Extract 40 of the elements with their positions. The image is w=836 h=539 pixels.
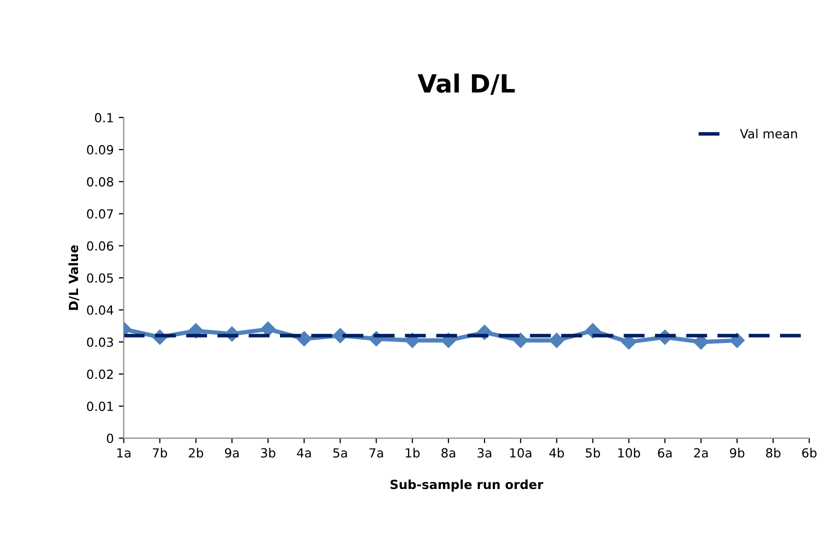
chart-title: Val D/L [418,74,515,95]
point [585,323,600,338]
y-tick-label: 0.01 [87,402,113,412]
x-tick-label: 9a [224,448,239,458]
x-tick-label: 4a [296,448,311,458]
y-tick-label: 0.1 [94,112,113,122]
x-tick-label: 2b [188,448,204,458]
x-tick-label: 7b [152,448,168,458]
x-tick-label: 5b [586,448,600,458]
x-tick-label: 3b [261,448,276,458]
point [296,331,312,346]
x-tick-label: 6b [802,448,817,458]
legend-label: Val mean [740,128,797,138]
x-tick-label: 6a [658,448,672,458]
point [549,332,564,348]
x-tick-label: 7a [370,448,383,458]
x-tick-label: 10a [510,448,532,458]
x-tick-label: 1b [406,448,420,458]
point [513,332,528,348]
y-tick-label: 0.03 [87,337,114,347]
x-tick-label: 9b [730,448,744,458]
y-tick-label: 0.08 [87,177,114,187]
x-tick-label: 8b [766,448,780,458]
x-tick-label: 2a [694,448,708,458]
x-tick-label: 1a [117,448,130,458]
x-tick-label: 5a [333,448,347,458]
x-tick-label: 3a [478,448,492,458]
y-tick-label: 0.02 [87,370,113,379]
y-tick-label: 0.05 [87,273,113,283]
x-axis-title: Sub-sample run order [390,479,544,492]
y-tick-label: 0.06 [87,241,114,251]
x-tick-label: 8a [441,448,456,458]
x-tick-label: 4b [549,448,564,458]
point [260,322,276,337]
y-tick-label: 0 [106,434,114,444]
x-tick-label: 10b [618,448,640,458]
y-tick-label: 0.04 [87,305,114,315]
y-tick-label: 0.07 [87,209,113,219]
y-tick-label: 0.09 [87,145,114,154]
y-axis-title: D/L Value [68,245,80,310]
